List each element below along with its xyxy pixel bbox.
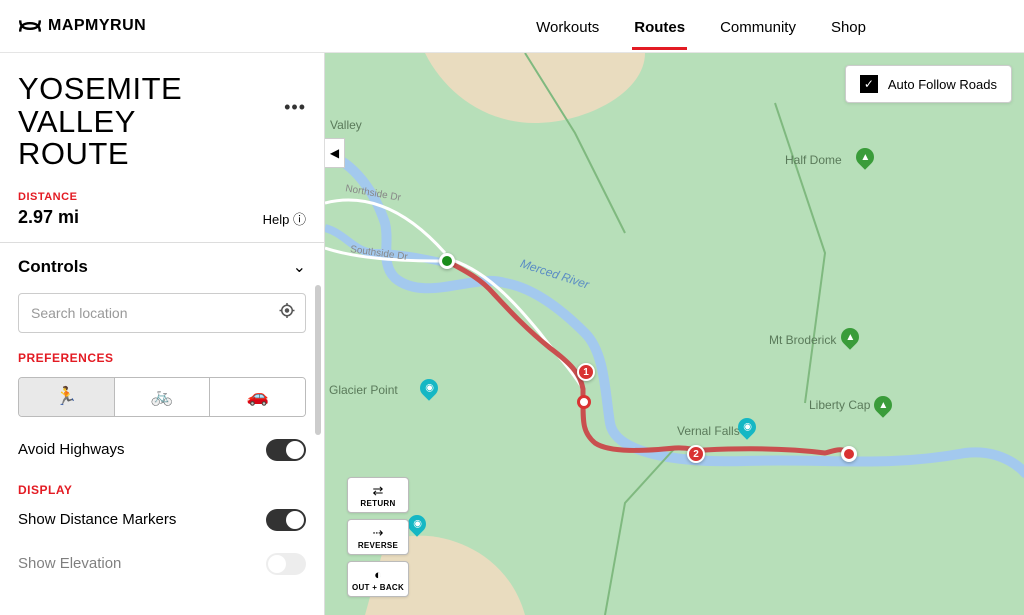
preferences-label: PREFERENCES (18, 351, 306, 365)
route-title-line2: ROUTE (18, 138, 306, 171)
more-options-icon[interactable]: ••• (284, 97, 306, 118)
tool-outback[interactable]: ◐ OUT + BACK (347, 561, 409, 597)
controls-section-header[interactable]: Controls ⌄ (0, 243, 324, 285)
show-markers-row: Show Distance Markers (18, 509, 306, 531)
nav-workouts[interactable]: Workouts (536, 3, 599, 50)
help-icon: ⓘ (293, 212, 306, 227)
chevron-down-icon: ⌄ (293, 257, 306, 277)
avoid-highways-row: Avoid Highways (18, 439, 306, 461)
help-link[interactable]: Help ⓘ (263, 209, 306, 228)
mode-toggle: 🏃 🚲 🚗 (18, 377, 306, 417)
brand-logo[interactable]: MAPMYRUN (18, 17, 146, 35)
auto-follow-roads[interactable]: ✓ Auto Follow Roads (845, 65, 1012, 103)
route-waypoint[interactable] (577, 395, 591, 409)
app-header: MAPMYRUN Workouts Routes Community Shop (0, 0, 1024, 53)
map-tools: ⇄ RETURN ⇢ REVERSE ◐ OUT + BACK (347, 477, 409, 597)
locate-icon[interactable] (278, 301, 296, 324)
tool-return-label: RETURN (360, 499, 395, 508)
avoid-highways-toggle[interactable] (266, 439, 306, 461)
mode-bike[interactable]: 🚲 (114, 378, 210, 416)
show-elevation-toggle[interactable] (266, 553, 306, 575)
auto-follow-checkbox[interactable]: ✓ (860, 75, 878, 93)
distance-block: DISTANCE 2.97 mi Help ⓘ (0, 181, 324, 243)
nav-routes[interactable]: Routes (634, 3, 685, 50)
brand-name: MAPMYRUN (48, 17, 146, 35)
tool-reverse-label: REVERSE (358, 541, 398, 550)
sidebar-scrollbar[interactable] (315, 285, 321, 435)
sidebar: YOSEMITE VALLEY ROUTE ••• DISTANCE 2.97 … (0, 53, 325, 615)
route-title-line1: YOSEMITE VALLEY (18, 73, 306, 138)
search-box (18, 293, 306, 333)
nav-shop[interactable]: Shop (831, 3, 866, 50)
tool-return[interactable]: ⇄ RETURN (347, 477, 409, 513)
map-canvas (325, 53, 1024, 615)
route-mile-marker-1[interactable]: 1 (577, 363, 595, 381)
show-elevation-row: Show Elevation (18, 553, 306, 575)
distance-label: DISTANCE (18, 191, 306, 203)
display-label: DISPLAY (18, 483, 306, 497)
ua-logo-icon (18, 19, 42, 33)
auto-follow-label: Auto Follow Roads (888, 77, 997, 92)
route-title-block: YOSEMITE VALLEY ROUTE ••• (0, 53, 324, 181)
reverse-icon: ⇢ (373, 526, 384, 539)
search-input[interactable] (18, 293, 306, 333)
avoid-highways-label: Avoid Highways (18, 441, 124, 458)
sidebar-collapse-handle[interactable]: ◀ (325, 138, 345, 168)
help-label: Help (263, 212, 290, 227)
outback-icon: ◐ (374, 568, 382, 581)
map-area[interactable]: Valley Half Dome Mt Broderick Liberty Ca… (325, 53, 1024, 615)
route-end-point[interactable] (841, 446, 857, 462)
controls-body: PREFERENCES 🏃 🚲 🚗 Avoid Highways DISPLAY… (0, 285, 324, 575)
tool-outback-label: OUT + BACK (352, 583, 404, 592)
mode-run[interactable]: 🏃 (19, 378, 114, 416)
show-elevation-label: Show Elevation (18, 555, 121, 572)
route-mile-marker-2[interactable]: 2 (687, 445, 705, 463)
route-title: YOSEMITE VALLEY ROUTE (18, 73, 306, 171)
nav-community[interactable]: Community (720, 3, 796, 50)
route-start-point[interactable] (439, 253, 455, 269)
return-icon: ⇄ (373, 484, 384, 497)
main-nav: Workouts Routes Community Shop (536, 3, 866, 50)
tool-reverse[interactable]: ⇢ REVERSE (347, 519, 409, 555)
show-markers-label: Show Distance Markers (18, 511, 176, 528)
mode-car[interactable]: 🚗 (209, 378, 305, 416)
controls-heading: Controls (18, 257, 88, 277)
route-path (445, 260, 845, 453)
show-markers-toggle[interactable] (266, 509, 306, 531)
